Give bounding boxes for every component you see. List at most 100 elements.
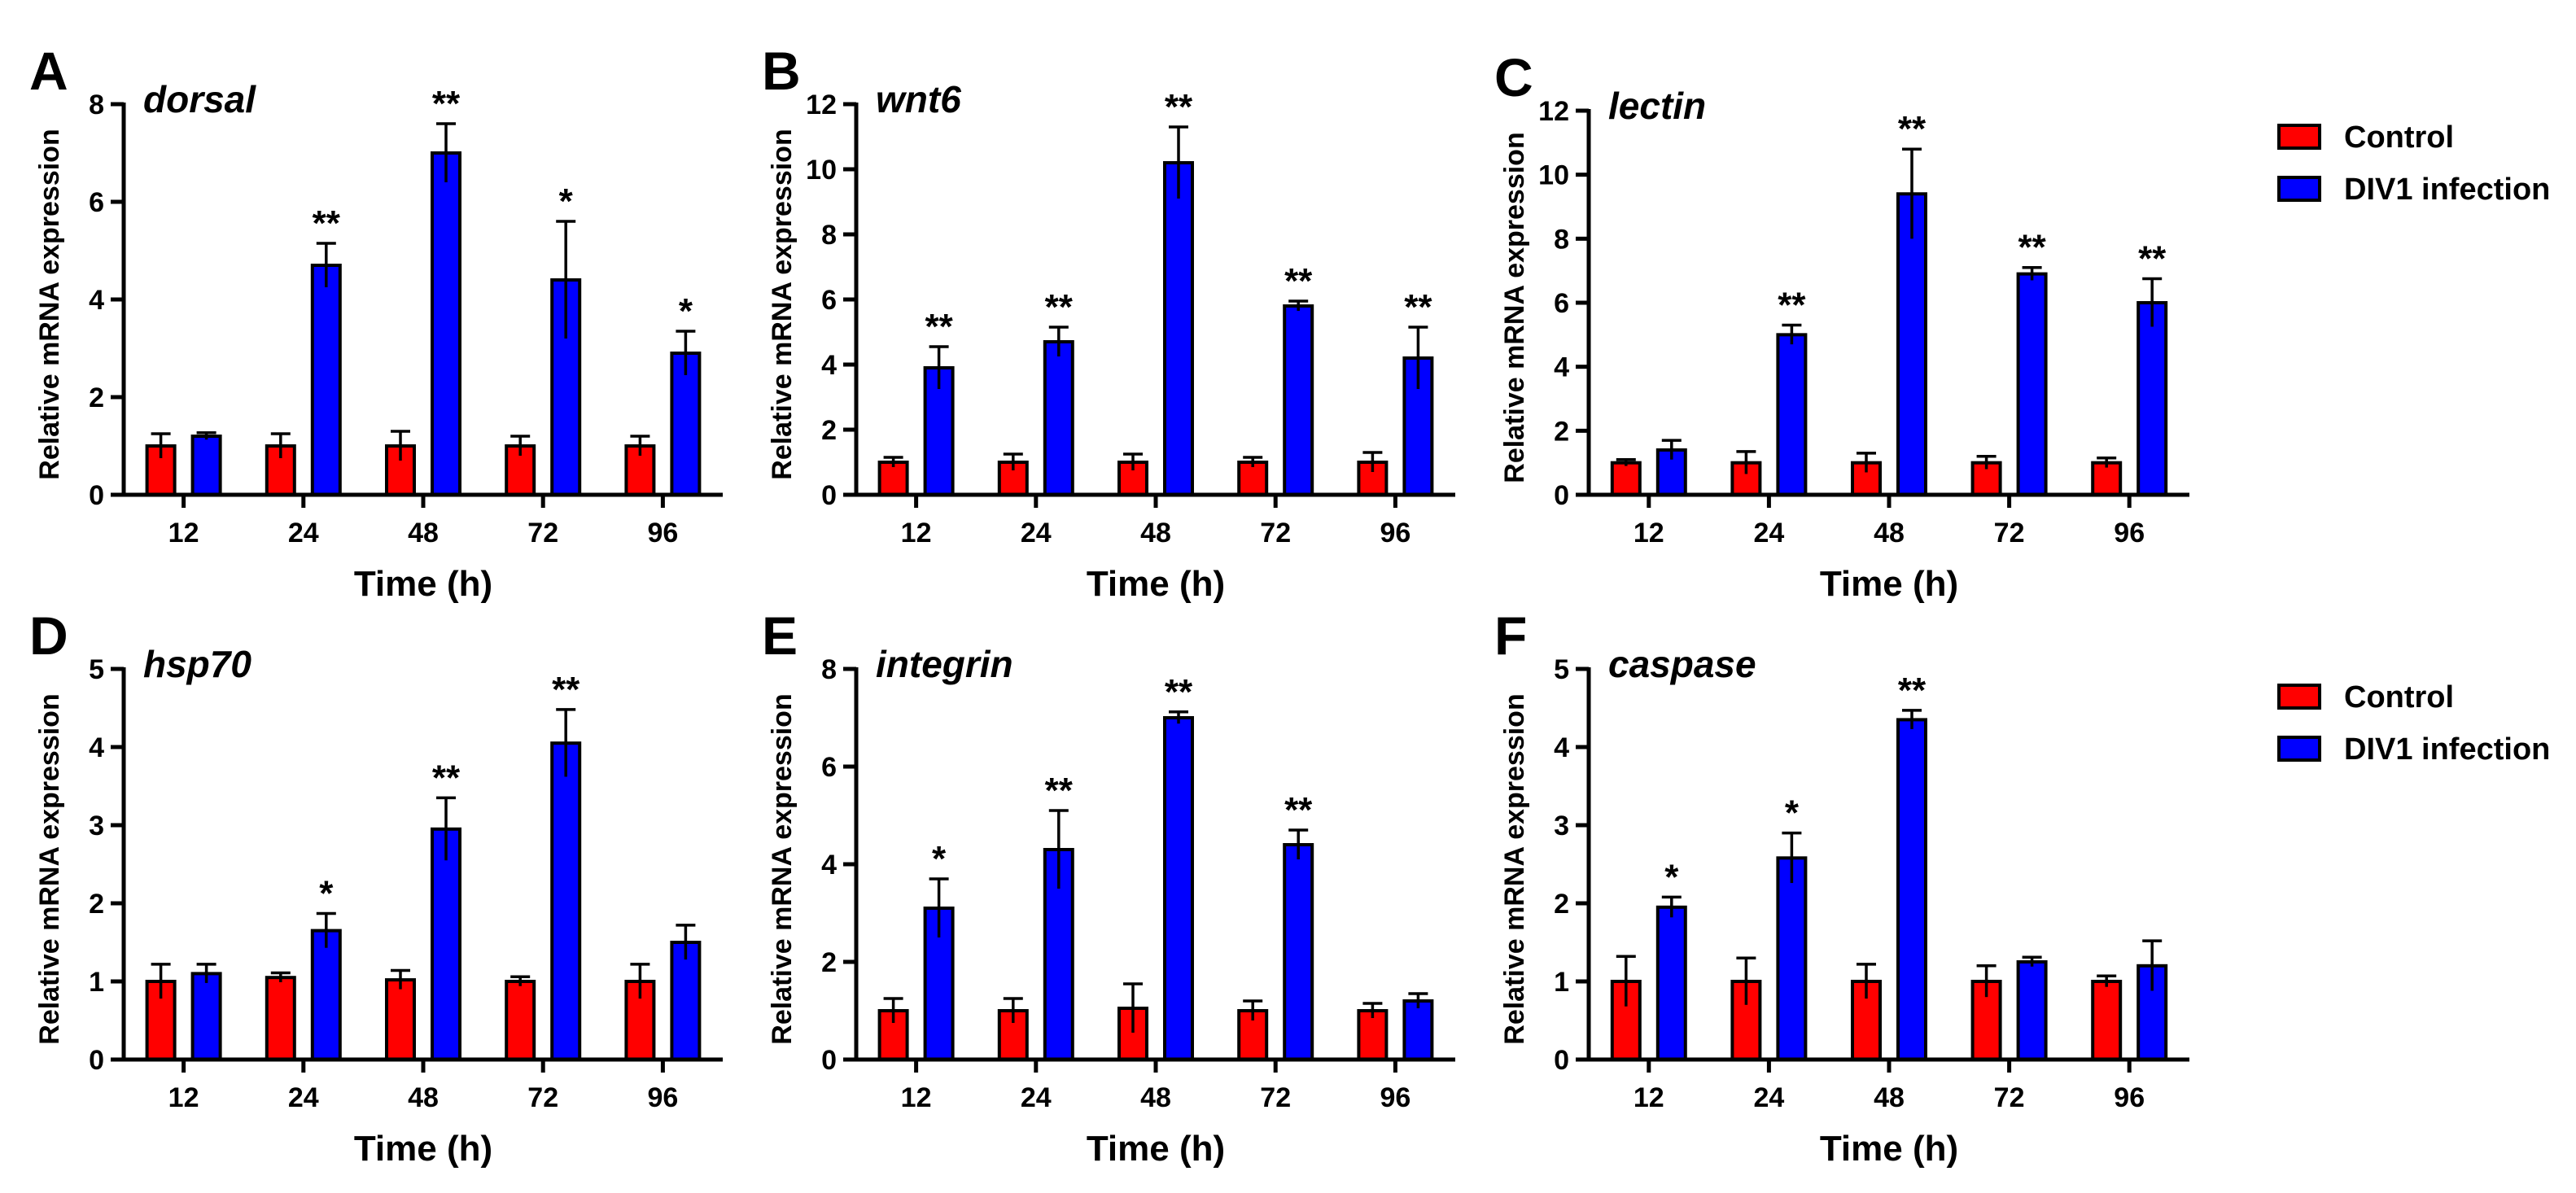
significance-mark: ** (1045, 287, 1074, 327)
bar-infection-12 (190, 972, 222, 1062)
significance-mark: ** (552, 670, 580, 710)
x-tick-label: 72 (1994, 518, 2025, 548)
y-tick-label: 2 (89, 889, 104, 920)
x-tick-label: 72 (1260, 1082, 1291, 1113)
y-axis-title: Relative mRNA expression (1499, 132, 1530, 483)
legend-top: Control DIV1 infection (2277, 120, 2550, 207)
y-tick-label: 4 (821, 350, 837, 381)
significance-mark: ** (1045, 771, 1074, 811)
x-axis-title: Time (h) (1087, 1129, 1225, 1169)
bar-control-72 (1237, 461, 1269, 496)
panel-label: C (1494, 47, 1533, 107)
x-tick-label: 48 (1140, 1082, 1171, 1113)
x-tick-label: 12 (901, 518, 932, 548)
x-tick-label: 48 (408, 518, 439, 548)
x-tick-label: 12 (168, 1082, 199, 1113)
bar-control-96 (1357, 1009, 1389, 1061)
y-tick-label: 2 (821, 415, 837, 446)
y-tick-label: 6 (821, 285, 837, 316)
bar-infection-24 (1043, 340, 1074, 496)
significance-mark: * (1785, 793, 1800, 833)
legend-label: Control (2344, 120, 2454, 155)
bar-infection-12 (190, 435, 222, 496)
x-tick-label: 48 (1874, 1082, 1905, 1113)
significance-mark: ** (1898, 109, 1927, 149)
bar-infection-96 (1402, 999, 1434, 1061)
x-tick-label: 24 (1753, 1082, 1784, 1113)
x-axis-title: Time (h) (1087, 564, 1225, 604)
y-tick-label: 4 (1554, 352, 1569, 383)
y-tick-label: 4 (1554, 732, 1569, 763)
significance-mark: ** (432, 758, 461, 798)
significance-mark: ** (1284, 790, 1313, 830)
bar-infection-48 (1896, 718, 1927, 1062)
y-tick-label: 0 (821, 480, 837, 511)
bar-infection-72 (1283, 843, 1314, 1061)
x-tick-label: 72 (1260, 518, 1291, 548)
y-tick-label: 6 (821, 752, 837, 783)
bar-infection-48 (431, 151, 461, 496)
x-tick-label: 12 (1634, 518, 1664, 548)
panel-label: B (762, 41, 801, 101)
bar-infection-48 (1163, 161, 1194, 496)
x-tick-label: 96 (1380, 1082, 1410, 1113)
bar-infection-96 (670, 941, 702, 1061)
x-axis-title: Time (h) (354, 564, 492, 604)
bar-infection-96 (2136, 301, 2168, 496)
gene-title: dorsal (143, 78, 256, 120)
legend-swatch (2277, 124, 2321, 150)
gene-title: integrin (876, 643, 1013, 685)
bar-control-24 (265, 976, 296, 1061)
significance-mark: * (319, 873, 334, 913)
y-tick-label: 0 (1554, 480, 1569, 511)
x-tick-label: 24 (288, 1082, 319, 1113)
x-axis-title: Time (h) (1820, 1129, 1958, 1169)
gene-title: hsp70 (143, 643, 251, 685)
y-tick-label: 4 (89, 732, 104, 763)
y-tick-label: 2 (821, 947, 837, 978)
panel-label: A (29, 41, 68, 101)
bar-infection-24 (1776, 856, 1808, 1061)
x-tick-label: 96 (2114, 1082, 2145, 1113)
legend-label: Control (2344, 680, 2454, 714)
legend-swatch (2277, 176, 2321, 202)
significance-mark: * (679, 291, 693, 331)
bar-infection-72 (2016, 272, 2048, 496)
panel-label: E (762, 605, 798, 666)
x-tick-label: 48 (1140, 518, 1171, 548)
x-tick-label: 72 (1994, 1082, 2025, 1113)
y-axis-title: Relative mRNA expression (767, 129, 798, 479)
bar-infection-24 (310, 264, 342, 496)
x-tick-label: 12 (901, 1082, 932, 1113)
x-tick-label: 72 (527, 1082, 558, 1113)
y-tick-label: 6 (1554, 288, 1569, 319)
significance-mark: * (1664, 857, 1679, 897)
bar-control-72 (505, 980, 536, 1061)
x-tick-label: 96 (2114, 518, 2145, 548)
y-tick-label: 0 (1554, 1045, 1569, 1076)
significance-mark: ** (1165, 672, 1193, 712)
x-tick-label: 48 (1874, 518, 1905, 548)
significance-mark: ** (1284, 261, 1313, 301)
y-tick-label: 8 (89, 90, 104, 120)
significance-mark: ** (925, 307, 953, 347)
bar-infection-48 (431, 827, 461, 1061)
x-tick-label: 24 (1021, 518, 1052, 548)
gene-title: caspase (1608, 643, 1756, 685)
bar-control-12 (1610, 461, 1642, 497)
significance-mark: * (932, 839, 947, 879)
y-tick-label: 2 (1554, 889, 1569, 920)
x-axis-title: Time (h) (354, 1129, 492, 1169)
gene-title: wnt6 (876, 78, 961, 120)
y-tick-label: 5 (1554, 654, 1569, 685)
y-tick-label: 12 (1538, 96, 1569, 127)
y-tick-label: 1 (89, 967, 104, 998)
significance-mark: ** (1165, 87, 1193, 127)
